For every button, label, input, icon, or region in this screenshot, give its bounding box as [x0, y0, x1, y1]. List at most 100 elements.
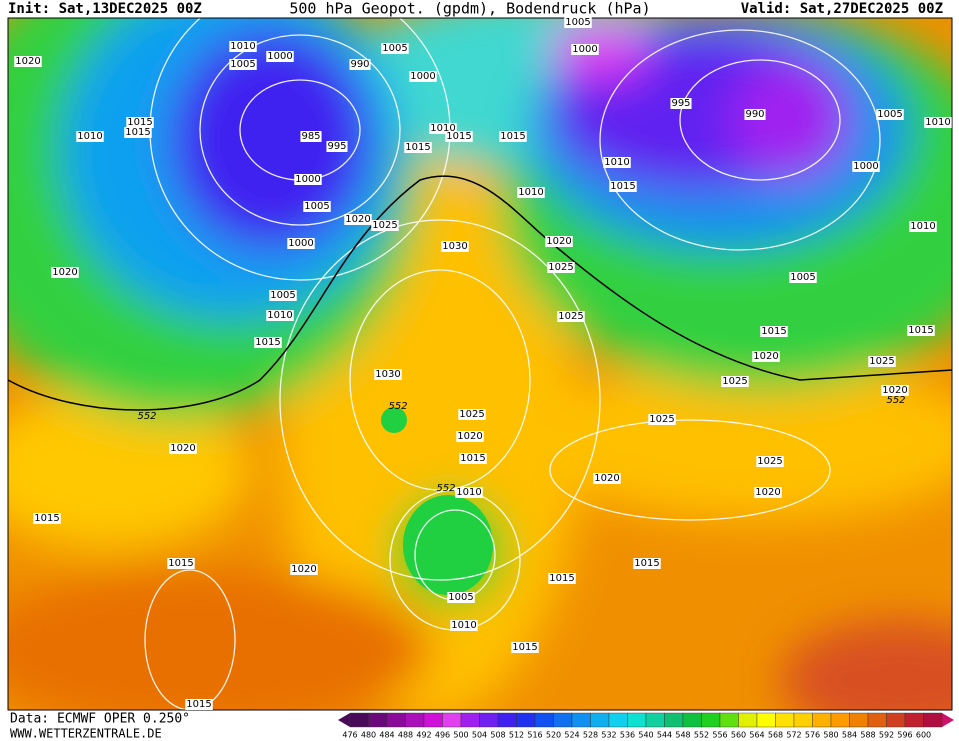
colorbar-cell: [849, 712, 869, 728]
label-bg: [266, 310, 294, 321]
colorbar-arrow: [338, 713, 350, 727]
isobar-label: 1015: [460, 453, 485, 464]
isobar-label: 990: [745, 109, 764, 120]
geopotential-label: 552: [137, 411, 156, 422]
isobar-label: 1025: [869, 356, 894, 367]
colorbar-label: 544: [657, 731, 672, 740]
colorbar-arrow: [942, 713, 954, 727]
label-bg: [907, 325, 935, 336]
label-bg: [517, 187, 545, 198]
colorbar-label: 536: [620, 731, 635, 740]
colorbar-label: 504: [472, 731, 487, 740]
label-bg: [371, 220, 399, 231]
colorbar-cell: [349, 712, 369, 728]
isobar-label: 1010: [910, 221, 935, 232]
isobar-label: 1005: [304, 201, 329, 212]
isobar-label: 1015: [761, 326, 786, 337]
label-bg: [185, 699, 213, 710]
label-bg: [76, 131, 104, 142]
colorbar-cell: [423, 712, 443, 728]
isobar-label: 1010: [230, 41, 255, 52]
colorbar-label: 568: [768, 731, 783, 740]
label-bg: [169, 443, 197, 454]
isobar-label: 1020: [15, 56, 40, 67]
label-bg: [633, 558, 661, 569]
isobar-label: 1005: [790, 272, 815, 283]
isobar-label: 1015: [127, 117, 152, 128]
label-bg: [876, 109, 904, 120]
label-bg: [287, 238, 315, 249]
label-bg: [456, 431, 484, 442]
label-bg: [548, 573, 576, 584]
colorbar-cell: [664, 712, 684, 728]
colorbar-cell: [867, 712, 887, 728]
label-bg: [756, 456, 784, 467]
colorbar-label: 484: [379, 731, 394, 740]
colorbar-label: 552: [694, 731, 709, 740]
isobar-label: 995: [671, 98, 690, 109]
geopotential-label: 552: [388, 401, 407, 412]
isobar-label: 1015: [549, 573, 574, 584]
isobar-label: 1000: [572, 44, 597, 55]
isobar-label: 1010: [925, 117, 950, 128]
label-bg: [326, 141, 348, 152]
label-bg: [547, 262, 575, 273]
isobar-label: 1020: [291, 564, 316, 575]
isobar-label: 1010: [518, 187, 543, 198]
isobar-label: 985: [301, 131, 320, 142]
isobar-label: 1005: [565, 17, 590, 28]
isobar-label: 1015: [500, 131, 525, 142]
colorbar-cell: [701, 712, 721, 728]
colorbar-label: 548: [675, 731, 690, 740]
geopotential-label: 552: [886, 395, 905, 406]
label-bg: [789, 272, 817, 283]
label-bg: [409, 71, 437, 82]
colorbar-label: 508: [490, 731, 505, 740]
isobar-label: 1010: [430, 123, 455, 134]
isobar-label: 1020: [52, 267, 77, 278]
isobar-label: 1015: [34, 513, 59, 524]
label-bg: [303, 201, 331, 212]
label-bg: [290, 564, 318, 575]
label-bg: [349, 59, 371, 70]
label-bg: [557, 311, 585, 322]
isobar-label: 990: [350, 59, 369, 70]
colorbar-cell: [682, 712, 702, 728]
label-bg: [167, 558, 195, 569]
colorbar-label: 524: [564, 731, 579, 740]
colorbar-cell: [645, 712, 665, 728]
label-bg: [603, 157, 631, 168]
colorbar-cell: [812, 712, 832, 728]
colorbar-cell: [904, 712, 924, 728]
isobar-label: 1020: [457, 431, 482, 442]
label-bg: [458, 409, 486, 420]
colorbar-label: 476: [342, 731, 357, 740]
label-bg: [752, 351, 780, 362]
isobar-label: 1025: [548, 262, 573, 273]
isobar-label: 1015: [405, 142, 430, 153]
label-bg: [609, 181, 637, 192]
isobar-label: 1020: [170, 443, 195, 454]
isobar-label: 1020: [753, 351, 778, 362]
isobar-label: 1000: [267, 51, 292, 62]
colorbar-cell: [386, 712, 406, 728]
isobar-label: 1025: [722, 376, 747, 387]
geopotential-label: 552: [436, 483, 455, 494]
isobar-label: 1015: [125, 127, 150, 138]
colorbar-label: 488: [398, 731, 413, 740]
colorbar-label: 492: [416, 731, 431, 740]
552-contour: [8, 175, 952, 411]
colorbar-label: 600: [916, 731, 931, 740]
colorbar-cell: [460, 712, 480, 728]
colorbar-cell: [368, 712, 388, 728]
label-bg: [14, 56, 42, 67]
isobar-label: 1025: [372, 220, 397, 231]
isobar-label: 1015: [255, 337, 280, 348]
label-bg: [744, 109, 766, 120]
label-bg: [852, 161, 880, 172]
label-bg: [868, 356, 896, 367]
colorbar-cell: [553, 712, 573, 728]
label-bg: [455, 487, 483, 498]
data-source: Data: ECMWF OPER 0.250°: [10, 712, 190, 727]
label-bg: [254, 337, 282, 348]
